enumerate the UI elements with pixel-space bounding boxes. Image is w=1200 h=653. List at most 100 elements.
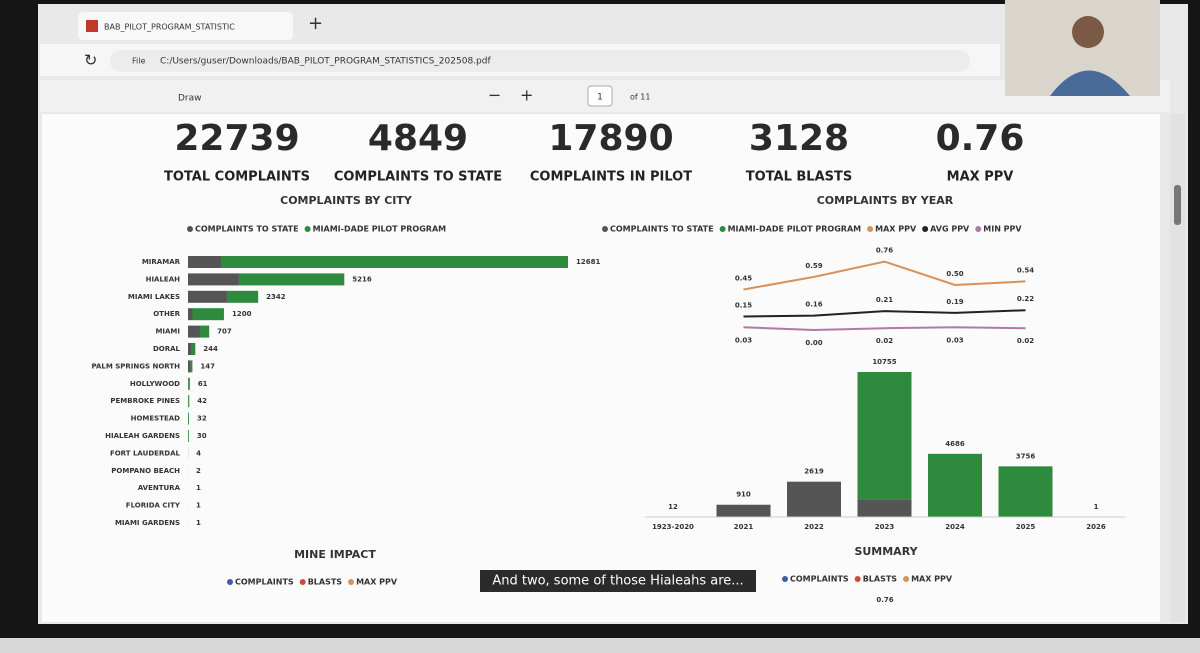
scrollbar[interactable]: [1170, 114, 1186, 622]
bar-total-label: 3756: [1016, 452, 1036, 460]
legend-label: MAX PPV: [875, 225, 917, 234]
legend-label: BLASTS: [308, 578, 343, 587]
tab-title: BAB_PILOT_PROGRAM_STATISTIC: [104, 23, 235, 32]
pdf-icon: [86, 20, 98, 32]
zoom-in[interactable]: +: [520, 86, 533, 105]
page-number: 1: [597, 93, 603, 103]
legend-dot: [867, 226, 874, 232]
legend-label: MIAMI-DADE PILOT PROGRAM: [313, 225, 447, 234]
ppv-label: 0.03: [735, 336, 752, 344]
city-label: HIALEAH: [146, 275, 181, 283]
zoom-out[interactable]: −: [488, 86, 501, 105]
section-title: SUMMARY: [854, 545, 918, 558]
bar-state: [188, 290, 227, 303]
address: C:/Users/guser/Downloads/BAB_PILOT_PROGR…: [160, 57, 491, 67]
bar-pilot: [226, 290, 259, 303]
bar-state: [188, 308, 193, 321]
caption: And two, some of those Hialeahs are...: [492, 574, 743, 589]
draw-button[interactable]: Draw: [178, 94, 202, 104]
bar-state: [787, 481, 841, 517]
scroll-thumb[interactable]: [1174, 185, 1181, 225]
city-label: FLORIDA CITY: [126, 502, 181, 510]
bar-pilot: [188, 377, 190, 390]
bar-total-label: 61: [198, 380, 208, 388]
bar-state: [188, 343, 191, 355]
desk: [0, 638, 1200, 653]
bar-pilot: [998, 466, 1053, 517]
city-label: AVENTURA: [138, 484, 181, 492]
bar-state: [188, 273, 239, 286]
reload[interactable]: ↻: [84, 51, 97, 70]
year-label: 1923-2020: [652, 523, 694, 531]
ppv-label: 0.15: [735, 302, 752, 310]
legend-label: MIN PPV: [983, 225, 1022, 234]
bar-total-label: 5216: [352, 275, 372, 283]
year-label: 2026: [1086, 523, 1106, 531]
legend-label: COMPLAINTS: [790, 575, 849, 584]
ppv-line: [743, 326, 1026, 332]
new-tab[interactable]: +: [308, 13, 323, 34]
legend-dot: [854, 576, 861, 582]
kpi-value: 3128: [749, 118, 849, 159]
page-input[interactable]: [587, 85, 613, 107]
bar-total-label: 1: [196, 502, 201, 510]
ppv-label: 0.03: [946, 336, 963, 344]
bar-total-label: 10755: [872, 358, 896, 366]
ppv-label: 0.16: [805, 301, 822, 309]
tab[interactable]: [78, 12, 293, 40]
year-label: 2024: [945, 523, 965, 531]
bar-pilot: [190, 343, 196, 355]
bar-total-label: 1: [1094, 503, 1099, 511]
address-bar[interactable]: [110, 50, 970, 72]
caption-box: [480, 570, 756, 592]
bar-state: [857, 499, 912, 517]
kpi-label: TOTAL COMPLAINTS: [164, 170, 310, 185]
legend-dot: [903, 576, 910, 582]
city-label: PALM SPRINGS NORTH: [91, 362, 180, 370]
legend-label: AVG PPV: [930, 225, 970, 234]
bar-total-label: 42: [197, 397, 207, 405]
legend-dot: [922, 226, 929, 232]
kpi-value: 0.76: [936, 118, 1025, 159]
legend-dot: [602, 226, 608, 232]
legend-dot: [299, 579, 306, 585]
ppv-label: 0.21: [876, 296, 893, 304]
bar-total-label: 12681: [576, 258, 600, 266]
bar-state: [188, 360, 191, 373]
kpi-value: 4849: [368, 118, 468, 159]
city-label: HIALEAH GARDENS: [105, 432, 180, 440]
bar-total-label: 2619: [804, 468, 824, 476]
city-label: POMPANO BEACH: [111, 467, 180, 475]
year-label: 2022: [804, 523, 824, 531]
year-label: 2021: [734, 523, 754, 531]
city-label: MIAMI LAKES: [128, 293, 180, 301]
legend-dot: [782, 576, 788, 582]
kpi-label: MAX PPV: [947, 170, 1014, 185]
bar-pilot: [928, 453, 982, 517]
city-label: MIRAMAR: [142, 258, 181, 266]
bar-pilot: [199, 325, 210, 338]
bar-pilot: [192, 308, 224, 321]
file-label: File: [132, 57, 145, 66]
legend-label: COMPLAINTS TO STATE: [610, 225, 714, 234]
ppv-label: 0.76: [876, 247, 893, 255]
year-label: 2025: [1016, 523, 1036, 531]
ppv-label: 0.00: [805, 339, 822, 347]
ppv-label: 0.19: [946, 298, 963, 306]
chart-title: COMPLAINTS BY CITY: [280, 194, 413, 207]
bar-total-label: 2: [196, 467, 201, 475]
webcam-person-body: [1050, 70, 1130, 96]
bar-total-label: 2342: [266, 293, 286, 301]
bar-total-label: 1: [196, 519, 201, 527]
section-title: MINE IMPACT: [294, 548, 376, 561]
legend-dot: [304, 226, 311, 232]
bar-total-label: 147: [200, 362, 215, 370]
ppv-label: 0.54: [1017, 266, 1034, 274]
bar-total-label: 32: [197, 415, 207, 423]
legend-dot: [719, 226, 726, 232]
bar-pilot: [857, 372, 912, 500]
legend-label: BLASTS: [863, 575, 898, 584]
city-label: OTHER: [153, 310, 180, 318]
bar-total-label: 707: [217, 328, 232, 336]
